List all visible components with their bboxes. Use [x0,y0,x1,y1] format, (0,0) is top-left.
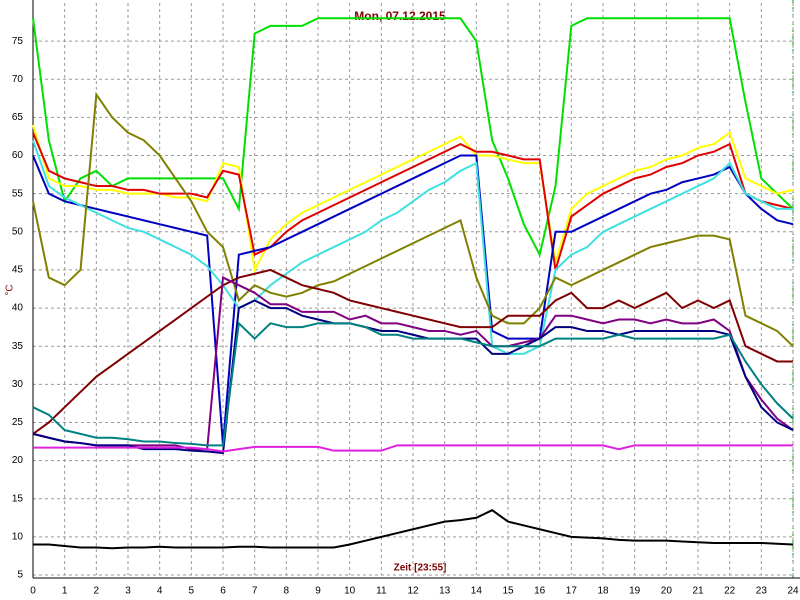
series-line [32,321,794,447]
series-line [32,299,794,455]
x-tick-label: 10 [344,586,356,597]
x-tick-label: 2 [94,586,100,597]
x-tick-label: 13 [439,586,451,597]
y-tick-label: 25 [12,417,24,428]
x-tick-label: 12 [407,586,419,597]
series-line [32,139,793,355]
x-tick-label: 18 [597,586,609,597]
series-line [33,509,794,550]
x-tick-label: 9 [315,586,321,597]
y-tick-label: 45 [12,265,24,276]
x-tick-label: 1 [62,586,68,597]
series-line [32,17,794,258]
x-tick-label: 7 [252,586,258,597]
y-tick-label: 55 [12,188,24,199]
y-tick-label: 30 [12,379,24,390]
series-line [32,132,794,271]
y-axis-label: °C [5,284,16,295]
y-tick-label: 65 [12,112,24,123]
x-tick-label: 19 [629,586,641,597]
x-tick-label: 5 [189,586,195,597]
x-tick-label: 11 [376,586,387,597]
x-tick-label: 6 [220,586,226,597]
y-tick-label: 50 [12,226,24,237]
y-tick-label: 75 [12,36,24,47]
x-tick-label: 14 [471,586,483,597]
x-tick-label: 17 [566,586,578,597]
series-line [32,91,794,347]
series-line [33,444,793,453]
x-axis-label: Zeit [23:55] [394,563,447,574]
series-line [32,276,794,451]
x-tick-label: 3 [125,586,131,597]
y-tick-label: 60 [12,150,24,161]
x-tick-label: 4 [157,586,163,597]
y-tick-label: 70 [12,74,24,85]
y-tick-label: 40 [12,303,24,314]
y-tick-label: 20 [12,455,24,466]
y-tick-label: 15 [12,493,24,504]
x-tick-label: 21 [692,586,704,597]
y-tick-label: 5 [17,570,23,581]
series-line [32,268,793,435]
x-tick-label: 16 [534,586,546,597]
x-tick-label: 24 [787,586,799,597]
x-tick-label: 8 [284,586,290,597]
x-tick-label: 23 [756,586,768,597]
x-tick-label: 22 [724,586,736,597]
y-tick-label: 10 [12,532,24,543]
x-tick-label: 20 [661,586,673,597]
y-tick-label: 35 [12,341,24,352]
chart-title: Mon, 07.12.2015 [354,9,446,23]
x-tick-label: 0 [30,586,36,597]
series-line [32,154,794,446]
x-tick-label: 15 [502,586,514,597]
